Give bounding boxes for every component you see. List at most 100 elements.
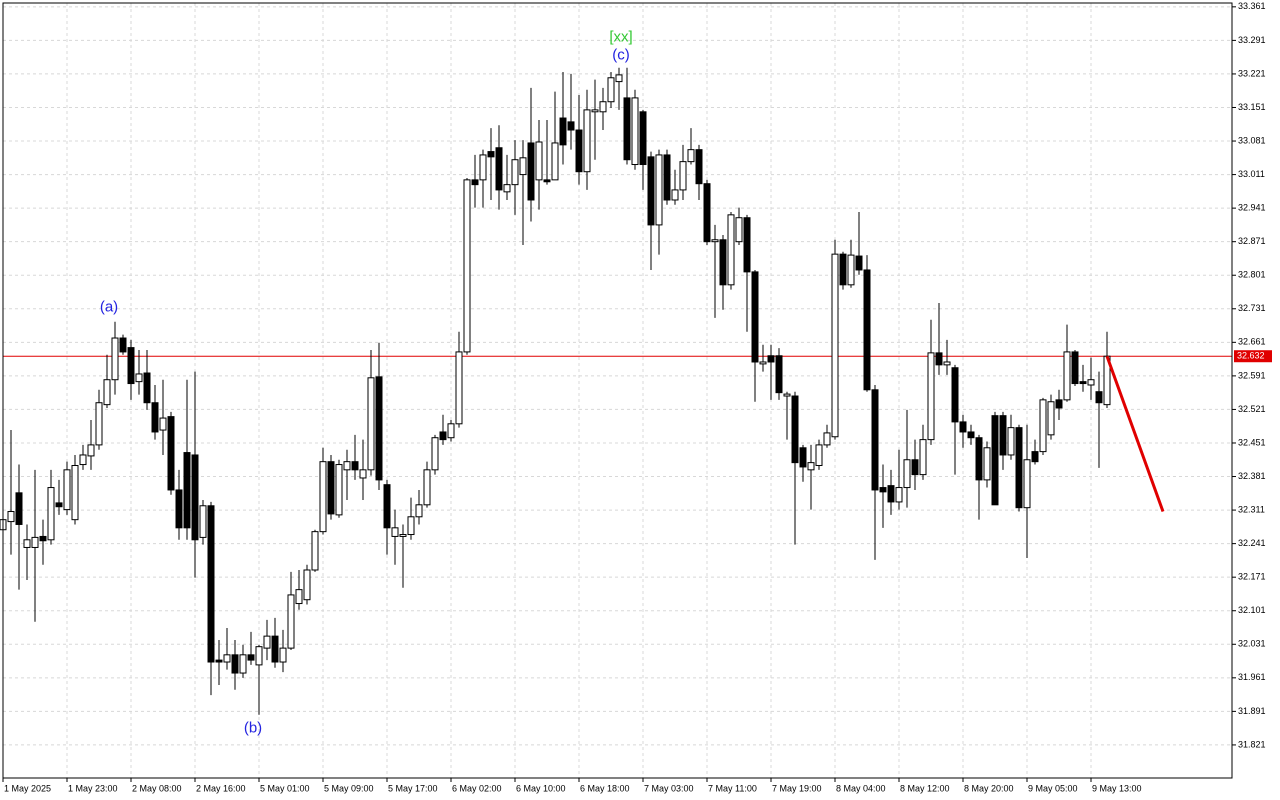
- candle-body: [895, 487, 903, 503]
- candle-body: [751, 271, 759, 363]
- candle-body: [247, 654, 255, 661]
- candle-body: [119, 337, 127, 353]
- candle-body: [231, 654, 239, 674]
- candle-body: [719, 239, 727, 286]
- candle-body: [71, 465, 79, 521]
- current-price-label: 32.632: [1237, 351, 1265, 361]
- candle-body: [519, 157, 527, 176]
- candle-body: [127, 347, 135, 385]
- candle-body: [799, 447, 807, 468]
- candle-body: [223, 654, 231, 663]
- candle-body: [879, 487, 887, 493]
- candle-body: [151, 402, 159, 433]
- candle-body: [303, 569, 311, 601]
- candle-body: [951, 367, 959, 423]
- candle-body: [31, 536, 39, 548]
- candle-body: [1055, 399, 1063, 409]
- candle-body: [1007, 427, 1015, 456]
- candle-body: [207, 505, 215, 663]
- y-tick-label: 33.291: [1238, 35, 1266, 45]
- x-tick-label: 6 May 10:00: [516, 783, 566, 793]
- candle-body: [919, 439, 927, 476]
- candle-body: [95, 402, 103, 446]
- candle-body: [7, 511, 15, 523]
- y-tick-label: 33.221: [1238, 68, 1266, 78]
- candle-body: [927, 352, 935, 441]
- candle-body: [727, 214, 735, 286]
- candle-body: [335, 464, 343, 516]
- candle-body: [559, 117, 567, 146]
- candle-body: [239, 654, 247, 674]
- candle-body: [1071, 351, 1079, 385]
- y-tick-label: 32.871: [1238, 236, 1266, 246]
- candle-body: [655, 154, 663, 226]
- x-tick-label: 7 May 19:00: [772, 783, 822, 793]
- candle-body: [983, 447, 991, 481]
- candle-body: [319, 461, 327, 533]
- candle-body: [847, 254, 855, 286]
- candle-body: [535, 141, 543, 181]
- candle-body: [791, 395, 799, 464]
- y-tick-label: 32.941: [1238, 203, 1266, 213]
- candle-body: [575, 129, 583, 173]
- candle-body: [759, 361, 767, 365]
- candle-body: [15, 492, 23, 525]
- candle-body: [1031, 451, 1039, 463]
- candle-body: [783, 393, 791, 397]
- candle-body: [87, 444, 95, 457]
- wave-label: [xx]: [609, 29, 632, 46]
- y-tick-label: 32.521: [1238, 404, 1266, 414]
- candle-body: [855, 255, 863, 271]
- candle-body: [295, 589, 303, 605]
- candle-body: [807, 462, 815, 471]
- candle-body: [439, 431, 447, 441]
- candle-body: [415, 504, 423, 518]
- candle-body: [551, 142, 559, 181]
- y-tick-label: 32.311: [1238, 504, 1265, 514]
- y-tick-label: 32.451: [1238, 437, 1266, 447]
- candle-body: [767, 355, 775, 363]
- x-tick-label: 8 May 04:00: [836, 783, 886, 793]
- candle-body: [39, 535, 47, 542]
- candle-body: [143, 372, 151, 404]
- candle-body: [1087, 379, 1095, 386]
- candle-body: [959, 421, 967, 433]
- x-tick-label: 9 May 13:00: [1092, 783, 1142, 793]
- y-tick-label: 32.241: [1238, 538, 1266, 548]
- x-tick-label: 5 May 17:00: [388, 783, 438, 793]
- candle-body: [639, 111, 647, 166]
- y-tick-label: 32.171: [1238, 572, 1266, 582]
- y-tick-label: 33.151: [1238, 102, 1266, 112]
- x-tick-label: 1 May 2025: [4, 783, 51, 793]
- x-tick-label: 5 May 09:00: [324, 783, 374, 793]
- candle-body: [871, 389, 879, 491]
- candle-body: [423, 469, 431, 506]
- candle-body: [351, 461, 359, 471]
- candle-body: [47, 487, 55, 541]
- candle-body: [607, 77, 615, 103]
- y-tick-label: 32.591: [1238, 370, 1266, 380]
- candle-body: [79, 454, 87, 466]
- candle-body: [863, 269, 871, 391]
- candle-body: [735, 217, 743, 243]
- candle-body: [671, 189, 679, 201]
- candle-body: [367, 377, 375, 471]
- wave-label: (c): [612, 47, 630, 64]
- candle-body: [327, 461, 335, 515]
- candle-body: [583, 109, 591, 173]
- forecast-line: [1105, 355, 1165, 513]
- candle-body: [175, 489, 183, 529]
- x-tick-label: 6 May 02:00: [452, 783, 502, 793]
- candle-body: [399, 534, 407, 537]
- candle-body: [623, 97, 631, 161]
- candle-body: [183, 452, 191, 529]
- candle-body: [1063, 351, 1071, 401]
- candle-body: [495, 147, 503, 191]
- candle-body: [527, 142, 535, 201]
- candle-body: [743, 217, 751, 273]
- candle-body: [111, 337, 119, 381]
- y-tick-label: 32.731: [1238, 303, 1266, 313]
- y-tick-label: 31.821: [1238, 739, 1266, 749]
- x-tick-label: 7 May 03:00: [644, 783, 694, 793]
- candle-body: [591, 109, 599, 113]
